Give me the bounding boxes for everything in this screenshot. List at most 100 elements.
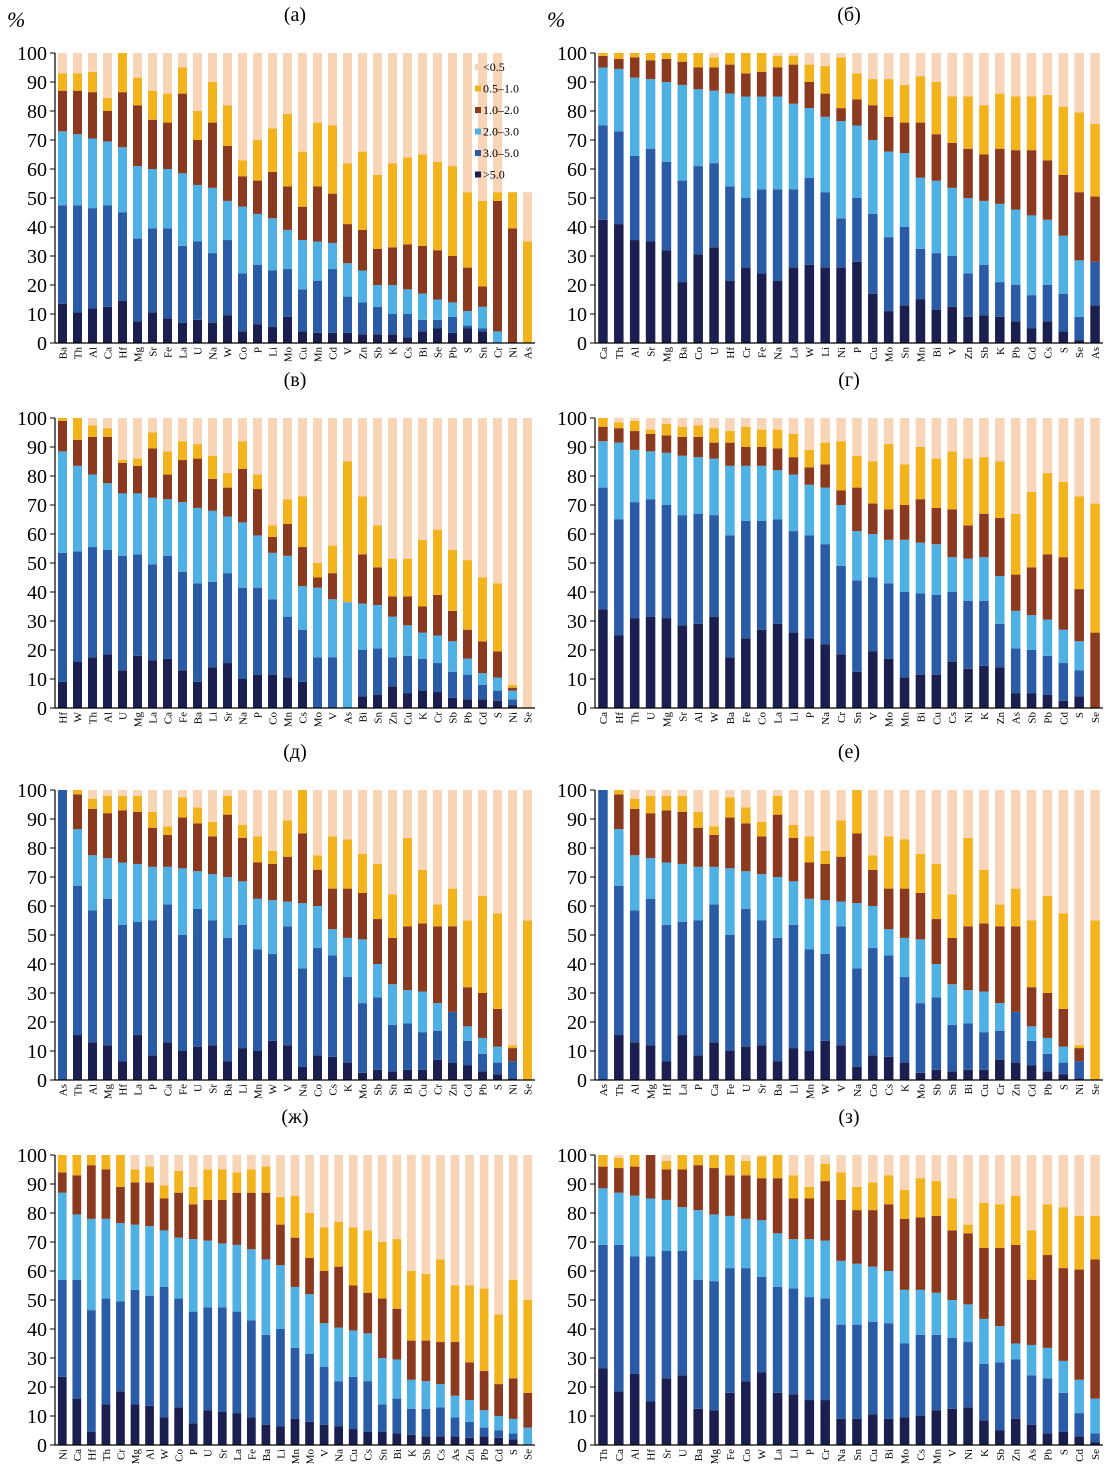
legend-swatch [475,171,481,178]
bar-segment [448,610,457,642]
x-tick-label: Na [820,712,832,725]
bar-segment [392,1359,402,1399]
x-tick-label: Al [630,1449,642,1460]
legend-swatch [475,128,481,135]
bar-segment [693,418,703,426]
bar-segment [629,155,640,241]
bar-segment [343,888,352,938]
bar-segment [448,926,457,1012]
bar-segment [677,811,688,864]
bar-segment [709,616,719,708]
x-tick-label: Ba [725,712,737,724]
y-tick-label: 50 [567,925,587,947]
bar-segment [58,90,67,132]
bar-segment [508,1418,518,1434]
bar-segment [1058,913,1069,1009]
bar-segment [868,534,878,578]
bar-segment [407,1408,416,1435]
bar-segment [788,457,799,475]
bar-segment [407,1271,416,1341]
x-tick-label: U [118,712,130,720]
bar-segment [433,635,442,664]
bar-segment [868,293,878,343]
bar-segment [788,790,799,825]
x-tick-label: As [1011,712,1023,724]
x-tick-label: U [203,1449,215,1457]
bar-segment [1090,1398,1100,1434]
bar-segment [963,316,973,343]
bar-segment [931,134,942,181]
bar-segment [1010,1244,1021,1344]
x-tick-label: Se [523,1084,535,1095]
bar-segment [163,93,172,123]
bar-segment [448,549,457,611]
bar-segment [268,953,277,1041]
bar-segment [392,1155,402,1240]
bar-segment [193,458,202,508]
bar-segment [305,1257,314,1295]
bar-segment [693,67,703,90]
bar-segment [436,1436,445,1445]
bar-segment [174,1155,183,1171]
bar-segment [963,96,973,149]
bar-segment [788,64,799,104]
bar-segment [963,1069,973,1080]
bar-segment [392,1308,402,1360]
x-tick-label: S [508,1449,520,1455]
bar-segment [403,625,412,656]
bar-segment [868,948,878,1056]
bar-segment [677,180,688,283]
bar-segment [725,1155,735,1176]
bar-segment [208,455,217,479]
x-tick-label: Li [788,1449,800,1459]
bar-segment [305,1155,314,1213]
bar-segment [433,418,442,530]
x-tick-label: Hf [118,1084,130,1096]
bar-segment [629,1373,640,1445]
bar-segment [88,1042,97,1080]
bar-segment [193,241,202,320]
bar-segment [328,599,337,658]
x-tick-label: Sr [217,1449,229,1459]
bar-segment [756,96,767,190]
bar-segment [343,263,352,297]
bar-segment [178,571,187,671]
x-tick-label: Ba [773,1084,785,1096]
bar-segment [772,814,783,877]
bar-segment [163,228,172,319]
y-tick-label: 20 [27,1377,47,1399]
bar-segment [388,558,397,597]
bar-segment [645,148,656,242]
y-tick-label: 0 [577,1070,587,1092]
bar-segment [788,632,799,708]
bar-segment [238,418,247,442]
bar-segment [116,1301,125,1392]
bar-segment [223,877,232,938]
bar-segment [217,1243,227,1308]
bar-segment [915,1416,926,1445]
bar-segment [804,1051,815,1080]
bar-segment [328,193,337,243]
bar-segment [448,332,457,343]
bar-segment [363,1431,373,1445]
bar-segment [247,1169,256,1193]
bar-segment [899,227,910,306]
bar-segment [343,977,352,1063]
bar-segment [1090,1433,1100,1443]
bar-segment [661,250,672,343]
bar-segment [614,68,624,132]
bar-segment [741,823,751,872]
bar-segment [328,242,337,270]
bar-segment [899,84,910,123]
bar-segment [709,57,719,68]
bar-segment [313,241,322,281]
bar-segment [478,1053,487,1072]
bar-segment [899,1155,910,1190]
bar-segment [1010,693,1021,708]
bar-segment [915,1334,926,1416]
bar-segment [677,1169,688,1208]
bar-segment [223,1061,232,1080]
x-tick-label: Mn [900,712,912,728]
bar-segment [995,418,1005,462]
bar-segment [931,82,942,135]
